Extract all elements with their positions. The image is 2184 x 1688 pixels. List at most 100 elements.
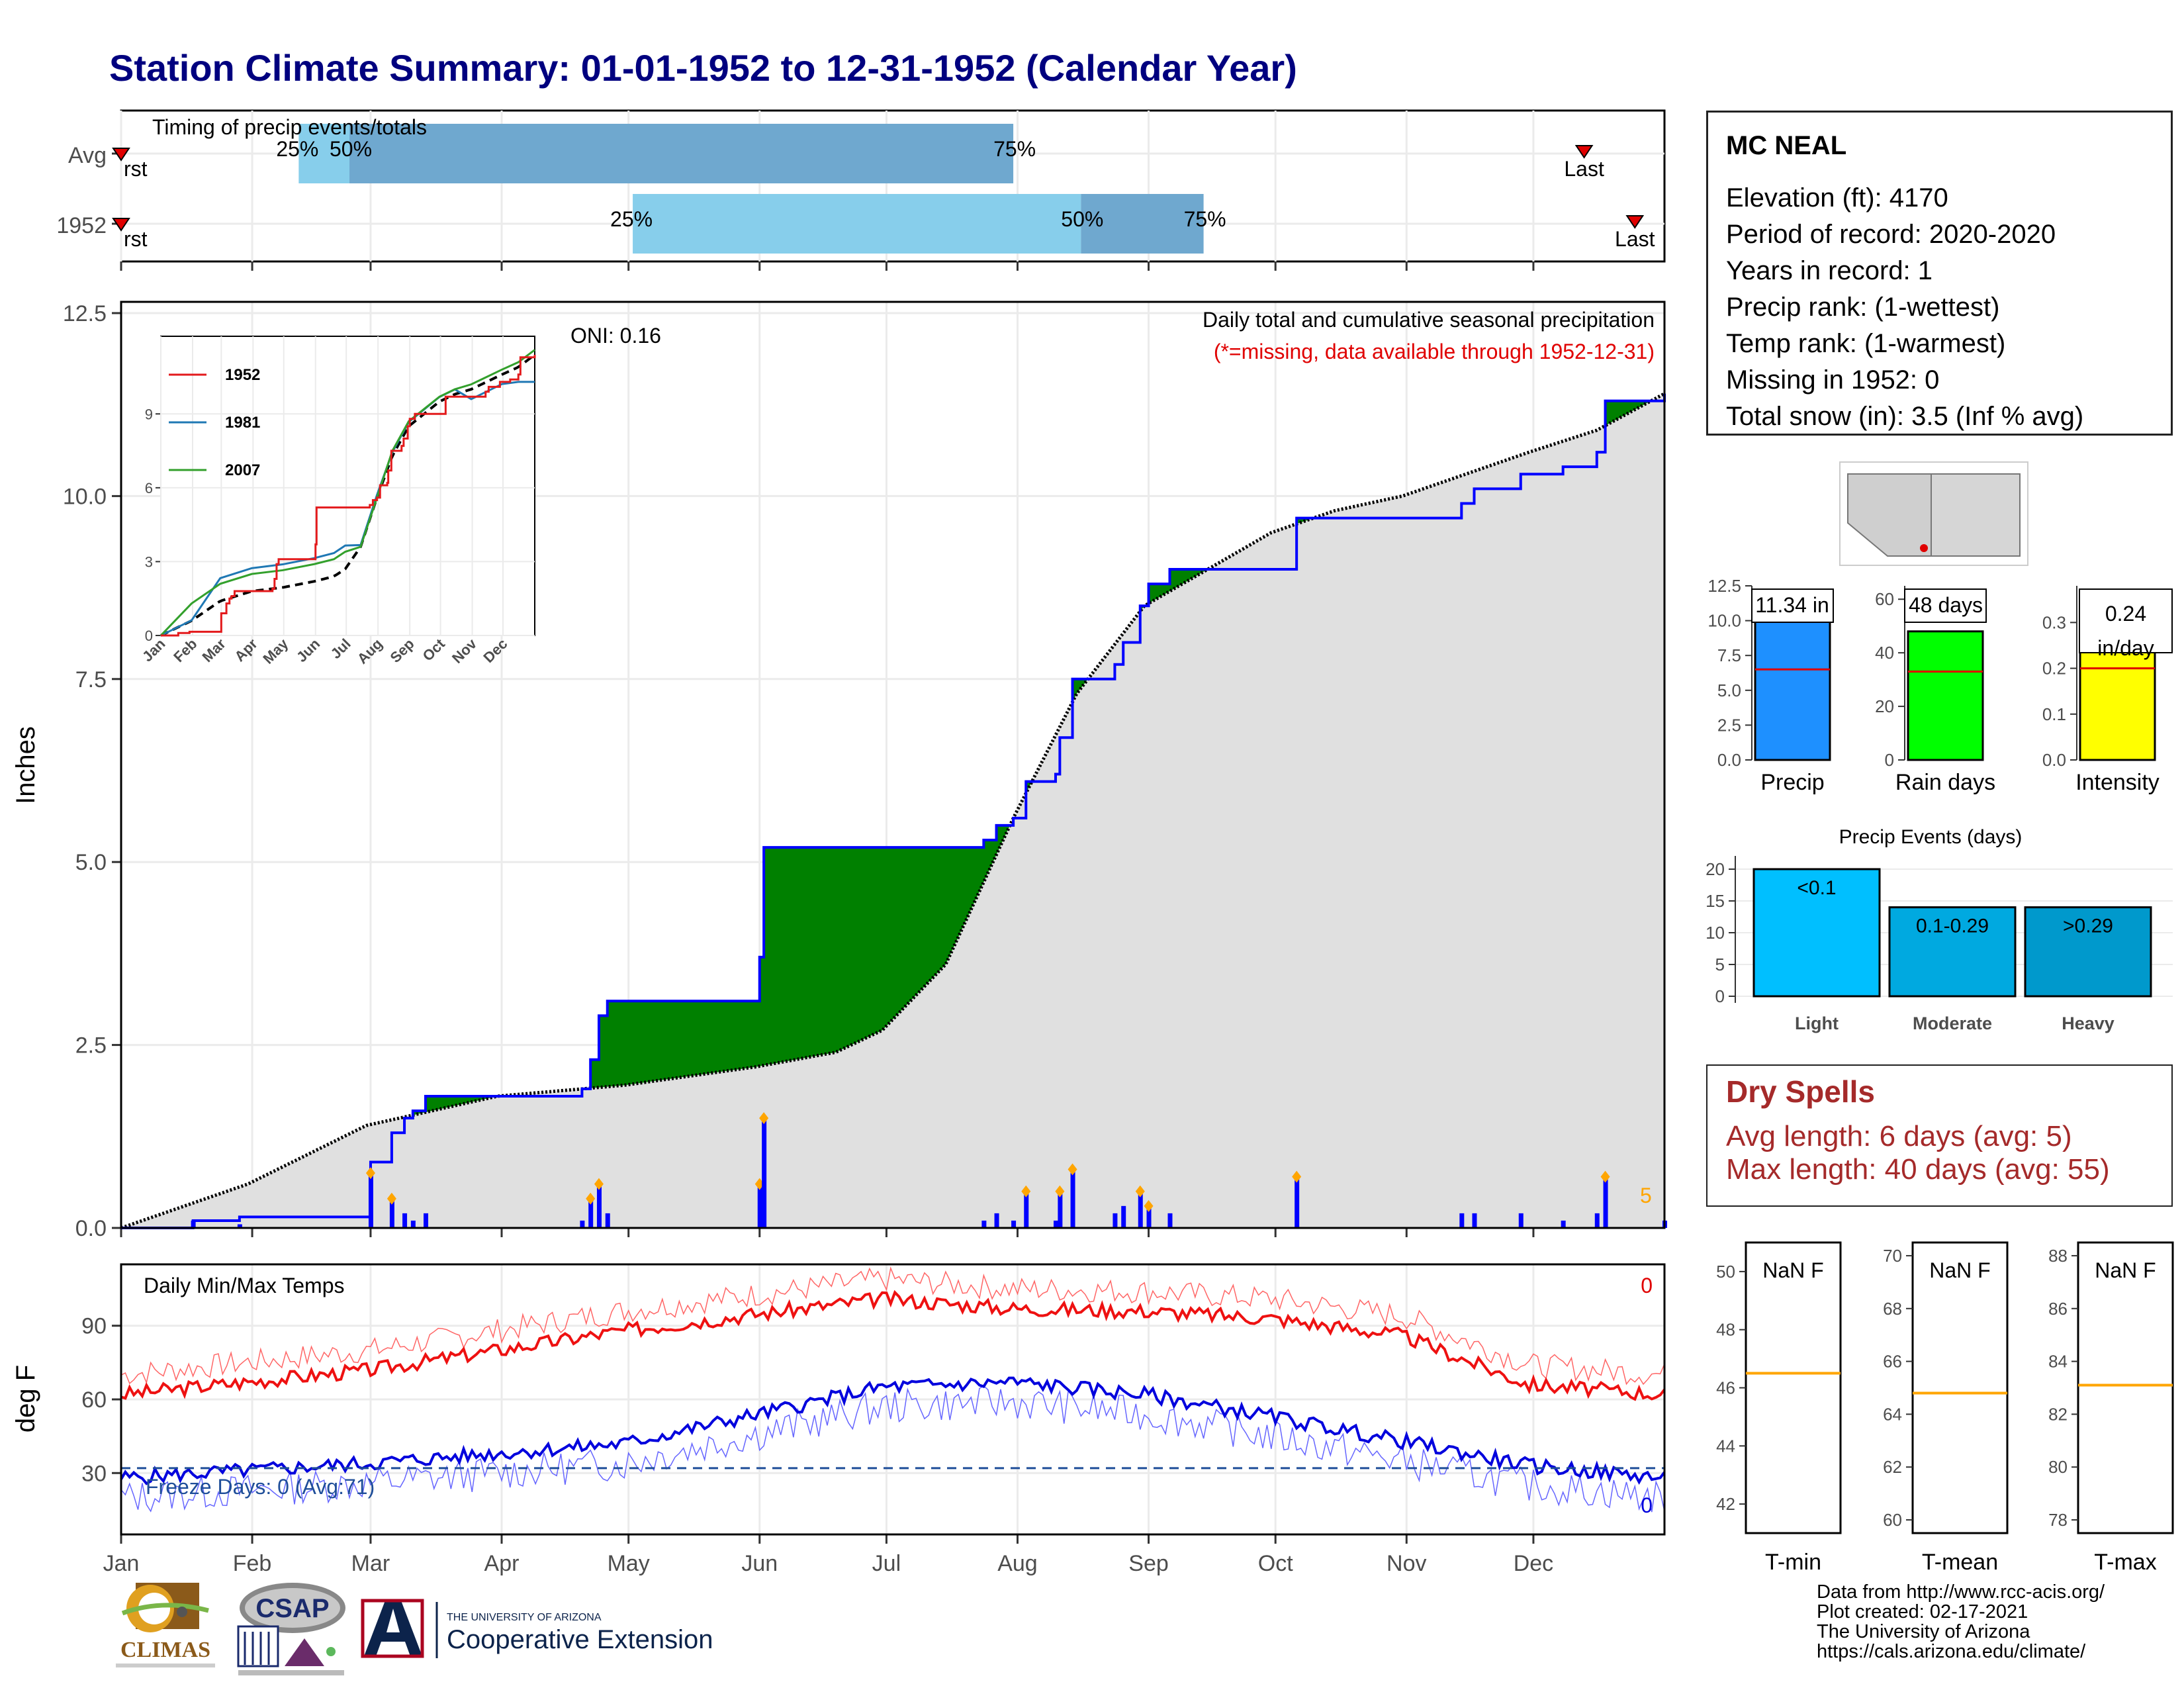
extreme-event-marker bbox=[1600, 1170, 1610, 1183]
precip-above-avg-fill bbox=[692, 1001, 697, 1076]
precip-above-avg-fill bbox=[666, 1001, 672, 1080]
precip-above-avg-fill bbox=[1076, 679, 1081, 694]
temp-box-y-tick-label: 80 bbox=[2048, 1457, 2068, 1477]
summary-y-tick-label: 7.5 bbox=[1717, 645, 1741, 665]
daily-precip-bar bbox=[1053, 1220, 1058, 1228]
precip-above-avg-fill bbox=[743, 1001, 748, 1069]
precip-above-avg-fill bbox=[895, 847, 900, 1017]
temp-y-tick-label: 30 bbox=[81, 1461, 107, 1486]
precip-above-avg-fill bbox=[738, 1001, 743, 1070]
summary-y-tick-label: 20 bbox=[1875, 696, 1894, 716]
precip-above-avg-fill bbox=[615, 1001, 621, 1086]
temp-box-y-tick-label: 66 bbox=[1883, 1352, 1902, 1372]
summary-bar-intensity bbox=[2079, 649, 2156, 761]
precip-above-avg-fill bbox=[1191, 569, 1196, 579]
precip-above-avg-fill bbox=[971, 847, 976, 910]
intensity-value-box bbox=[2079, 588, 2173, 653]
precip-above-avg-fill bbox=[1622, 400, 1627, 417]
precip-above-avg-fill bbox=[1617, 400, 1623, 419]
precip-avg-cumulative-line bbox=[120, 392, 1666, 1230]
daily-precip-bar bbox=[389, 1198, 394, 1228]
precip-above-avg-fill bbox=[819, 847, 824, 1056]
precip-above-avg-fill bbox=[472, 1096, 477, 1102]
precip-extreme-count: 5 bbox=[1640, 1184, 1652, 1207]
precip-above-avg-fill bbox=[907, 847, 913, 1004]
precip-above-avg-fill bbox=[438, 1096, 443, 1109]
timing-last-label: Last bbox=[1564, 157, 1604, 181]
daily-precip-bar bbox=[1459, 1213, 1465, 1228]
extreme-event-marker bbox=[1021, 1185, 1031, 1197]
precip-above-avg-fill bbox=[594, 1059, 600, 1088]
precip-above-avg-fill bbox=[954, 847, 959, 947]
timing-first-label: rst bbox=[124, 227, 148, 251]
precip-above-avg-fill bbox=[911, 847, 917, 1000]
precip-above-avg-fill bbox=[459, 1096, 465, 1105]
ua-big-text: Cooperative Extension bbox=[447, 1625, 713, 1654]
summary-y-tick-label: 0.0 bbox=[1717, 750, 1741, 770]
locator-map-station-dot bbox=[1920, 544, 1928, 552]
timing-panel-label: Timing of precip events/totals bbox=[152, 115, 427, 139]
summary-bar-rain-days bbox=[1907, 630, 1984, 761]
precip-y-tick-label: 5.0 bbox=[75, 850, 107, 875]
daily-precip-bar bbox=[368, 1173, 373, 1228]
temp-box-y-tick-label: 88 bbox=[2048, 1246, 2068, 1266]
events-y-tick-label: 20 bbox=[1706, 859, 1725, 879]
timing-last-marker bbox=[1574, 145, 1594, 159]
precip-above-avg-fill bbox=[662, 1001, 667, 1080]
daily-precip-bar bbox=[1138, 1191, 1143, 1228]
precip-above-avg-fill bbox=[878, 847, 883, 1033]
precip-above-avg-fill bbox=[869, 847, 874, 1037]
timing-first-marker bbox=[112, 148, 130, 162]
events-bar-range-label: <0.1 bbox=[1797, 877, 1836, 899]
precip-above-avg-fill bbox=[654, 1001, 659, 1082]
extreme-event-marker bbox=[1068, 1163, 1077, 1176]
precip-above-avg-fill bbox=[590, 1059, 596, 1088]
timing-last-marker bbox=[1625, 215, 1645, 229]
daily-precip-bar bbox=[1603, 1176, 1608, 1228]
precip-above-avg-fill bbox=[641, 1001, 646, 1083]
timing-p75-label: 75% bbox=[1184, 207, 1226, 231]
precip-above-avg-fill bbox=[446, 1096, 451, 1108]
freeze-days-label: Freeze Days: 0 (Avg:71) bbox=[146, 1475, 375, 1499]
precip-above-avg-fill bbox=[1173, 569, 1179, 589]
events-y-tick-label: 10 bbox=[1706, 923, 1725, 943]
ua-cooperative-extension-logo: THE UNIVERSITY OF ARIZONA Cooperative Ex… bbox=[361, 1599, 713, 1658]
precip-above-avg-fill bbox=[759, 957, 764, 1066]
precip-above-avg-fill bbox=[455, 1096, 460, 1106]
daily-precip-bar bbox=[1024, 1191, 1029, 1228]
daily-precip-bar bbox=[191, 1220, 196, 1228]
month-axis-label: Apr bbox=[484, 1551, 520, 1576]
precip-above-avg-fill bbox=[721, 1001, 727, 1072]
precip-above-avg-fill bbox=[979, 847, 984, 892]
precip-above-avg-fill bbox=[430, 1096, 435, 1111]
temp-box-t-max bbox=[2077, 1241, 2174, 1534]
summary-y-tick-label: 0.0 bbox=[2042, 750, 2066, 770]
precip-above-avg-fill bbox=[827, 847, 832, 1054]
temp-panel-frame bbox=[120, 1263, 1666, 1536]
precip-above-avg-fill bbox=[823, 847, 828, 1055]
timing-p25-label: 25% bbox=[276, 137, 318, 161]
events-bar-light bbox=[1752, 868, 1881, 998]
daily-precip-bar bbox=[410, 1220, 416, 1228]
daily-precip-bar bbox=[1167, 1213, 1173, 1228]
month-axis-label: Sep bbox=[1128, 1551, 1169, 1576]
summary-y-tick-label: 0.3 bbox=[2042, 612, 2066, 632]
precip-above-avg-fill bbox=[1152, 584, 1158, 601]
precip-above-avg-fill bbox=[996, 825, 1001, 855]
precip-above-avg-fill bbox=[688, 1001, 693, 1077]
precip-above-avg-fill bbox=[1178, 569, 1183, 586]
precip-avg-cumulative-fill bbox=[121, 393, 1664, 1229]
dry-spells-box bbox=[1706, 1064, 2173, 1207]
temp-box-value-label: NaN F bbox=[1929, 1258, 1990, 1282]
inset-y-tick-label: 3 bbox=[145, 553, 153, 570]
daily-precip-bar bbox=[605, 1213, 610, 1228]
page-title: Station Climate Summary: 01-01-1952 to 1… bbox=[109, 47, 1297, 89]
precip-above-avg-fill bbox=[607, 1001, 612, 1087]
events-title: Precip Events (days) bbox=[1839, 826, 2023, 848]
month-axis-label: Mar bbox=[351, 1551, 390, 1576]
month-axis-label: Jul bbox=[872, 1551, 901, 1576]
precip-value-box bbox=[1751, 588, 1834, 623]
precip-above-avg-fill bbox=[670, 1001, 676, 1079]
footer-plot-created: Plot created: 02-17-2021 bbox=[1817, 1601, 2028, 1622]
oni-label: ONI: 0.16 bbox=[570, 324, 661, 348]
